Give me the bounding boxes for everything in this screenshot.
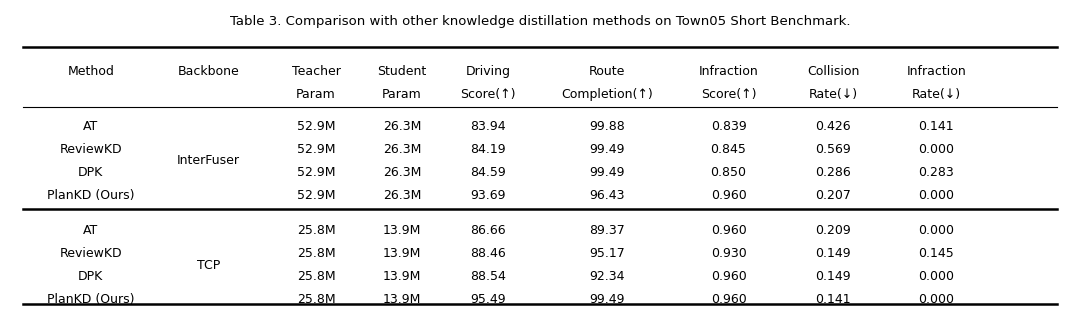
Text: 88.46: 88.46 <box>471 247 507 260</box>
Text: TCP: TCP <box>197 259 220 272</box>
Text: 25.8M: 25.8M <box>297 224 335 237</box>
Text: 86.66: 86.66 <box>471 224 507 237</box>
Text: DPK: DPK <box>78 270 104 283</box>
Text: 13.9M: 13.9M <box>383 247 421 260</box>
Text: 25.8M: 25.8M <box>297 293 335 306</box>
Text: 26.3M: 26.3M <box>383 189 421 202</box>
Text: ReviewKD: ReviewKD <box>59 247 122 260</box>
Text: 0.149: 0.149 <box>815 247 851 260</box>
Text: 0.845: 0.845 <box>711 143 746 156</box>
Text: PlanKD (Ours): PlanKD (Ours) <box>48 189 135 202</box>
Text: 92.34: 92.34 <box>589 270 624 283</box>
Text: Method: Method <box>67 65 114 78</box>
Text: 0.850: 0.850 <box>711 166 746 179</box>
Text: 52.9M: 52.9M <box>297 120 335 133</box>
Text: 0.000: 0.000 <box>918 270 955 283</box>
Text: 93.69: 93.69 <box>471 189 507 202</box>
Text: 89.37: 89.37 <box>589 224 624 237</box>
Text: 0.209: 0.209 <box>815 224 851 237</box>
Text: 0.426: 0.426 <box>815 120 851 133</box>
Text: 99.49: 99.49 <box>589 166 624 179</box>
Text: 0.207: 0.207 <box>815 189 851 202</box>
Text: 95.17: 95.17 <box>589 247 624 260</box>
Text: 26.3M: 26.3M <box>383 120 421 133</box>
Text: Infraction: Infraction <box>906 65 967 78</box>
Text: 13.9M: 13.9M <box>383 224 421 237</box>
Text: Driving: Driving <box>465 65 511 78</box>
Text: Param: Param <box>296 88 336 101</box>
Text: 99.88: 99.88 <box>589 120 624 133</box>
Text: 52.9M: 52.9M <box>297 166 335 179</box>
Text: InterFuser: InterFuser <box>177 154 240 167</box>
Text: 52.9M: 52.9M <box>297 143 335 156</box>
Text: 0.569: 0.569 <box>815 143 851 156</box>
Text: 99.49: 99.49 <box>589 143 624 156</box>
Text: 52.9M: 52.9M <box>297 189 335 202</box>
Text: 25.8M: 25.8M <box>297 247 335 260</box>
Text: 0.960: 0.960 <box>711 293 746 306</box>
Text: Score(↑): Score(↑) <box>701 88 756 101</box>
Text: 0.000: 0.000 <box>918 189 955 202</box>
Text: Collision: Collision <box>807 65 860 78</box>
Text: DPK: DPK <box>78 166 104 179</box>
Text: 0.141: 0.141 <box>815 293 851 306</box>
Text: PlanKD (Ours): PlanKD (Ours) <box>48 293 135 306</box>
Text: 13.9M: 13.9M <box>383 270 421 283</box>
Text: 0.000: 0.000 <box>918 224 955 237</box>
Text: 0.930: 0.930 <box>711 247 746 260</box>
Text: 0.000: 0.000 <box>918 143 955 156</box>
Text: 0.960: 0.960 <box>711 270 746 283</box>
Text: 84.19: 84.19 <box>471 143 507 156</box>
Text: 96.43: 96.43 <box>589 189 624 202</box>
Text: Param: Param <box>382 88 422 101</box>
Text: 0.286: 0.286 <box>815 166 851 179</box>
Text: Backbone: Backbone <box>177 65 239 78</box>
Text: 26.3M: 26.3M <box>383 166 421 179</box>
Text: AT: AT <box>83 224 98 237</box>
Text: 13.9M: 13.9M <box>383 293 421 306</box>
Text: 0.141: 0.141 <box>919 120 955 133</box>
Text: 25.8M: 25.8M <box>297 270 335 283</box>
Text: 26.3M: 26.3M <box>383 143 421 156</box>
Text: Route: Route <box>589 65 625 78</box>
Text: Score(↑): Score(↑) <box>460 88 516 101</box>
Text: 84.59: 84.59 <box>471 166 507 179</box>
Text: 88.54: 88.54 <box>471 270 507 283</box>
Text: 0.000: 0.000 <box>918 293 955 306</box>
Text: Student: Student <box>378 65 427 78</box>
Text: 0.960: 0.960 <box>711 224 746 237</box>
Text: 0.839: 0.839 <box>711 120 746 133</box>
Text: 99.49: 99.49 <box>589 293 624 306</box>
Text: 0.960: 0.960 <box>711 189 746 202</box>
Text: Rate(↓): Rate(↓) <box>809 88 858 101</box>
Text: Rate(↓): Rate(↓) <box>912 88 961 101</box>
Text: 0.145: 0.145 <box>919 247 955 260</box>
Text: ReviewKD: ReviewKD <box>59 143 122 156</box>
Text: AT: AT <box>83 120 98 133</box>
Text: 95.49: 95.49 <box>471 293 507 306</box>
Text: Infraction: Infraction <box>699 65 758 78</box>
Text: 83.94: 83.94 <box>471 120 507 133</box>
Text: Completion(↑): Completion(↑) <box>561 88 652 101</box>
Text: Teacher: Teacher <box>292 65 340 78</box>
Text: 0.283: 0.283 <box>919 166 955 179</box>
Text: Table 3. Comparison with other knowledge distillation methods on Town05 Short Be: Table 3. Comparison with other knowledge… <box>230 15 850 28</box>
Text: 0.149: 0.149 <box>815 270 851 283</box>
